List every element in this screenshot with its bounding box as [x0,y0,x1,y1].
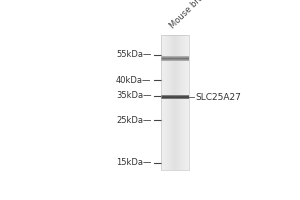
Bar [164,35,165,170]
Bar [165,35,166,170]
Bar [162,35,163,170]
Bar [172,35,173,170]
Bar [179,35,180,170]
Bar [174,35,175,170]
Bar [181,35,182,170]
Bar [167,35,168,170]
Text: 35kDa—: 35kDa— [116,91,152,100]
Text: 25kDa—: 25kDa— [116,116,152,125]
Text: Mouse brain: Mouse brain [168,0,211,30]
Bar [161,35,162,170]
Text: 15kDa—: 15kDa— [116,158,152,167]
Bar [186,35,187,170]
Bar [183,35,184,170]
Bar [176,35,177,170]
Bar [163,35,164,170]
Bar [161,35,189,170]
Bar [170,35,171,170]
Bar [184,35,185,170]
Bar [187,35,188,170]
Text: 40kDa—: 40kDa— [116,76,152,85]
Bar [180,35,181,170]
Bar [188,35,189,170]
Text: 55kDa—: 55kDa— [116,50,152,59]
Bar [185,35,186,170]
Bar [168,35,169,170]
Bar [169,35,170,170]
Bar [173,35,174,170]
Text: SLC25A27: SLC25A27 [196,93,242,102]
Bar [166,35,167,170]
Bar [175,35,176,170]
Bar [169,35,170,170]
Bar [171,35,172,170]
Bar [182,35,183,170]
Bar [177,35,178,170]
Bar [178,35,179,170]
